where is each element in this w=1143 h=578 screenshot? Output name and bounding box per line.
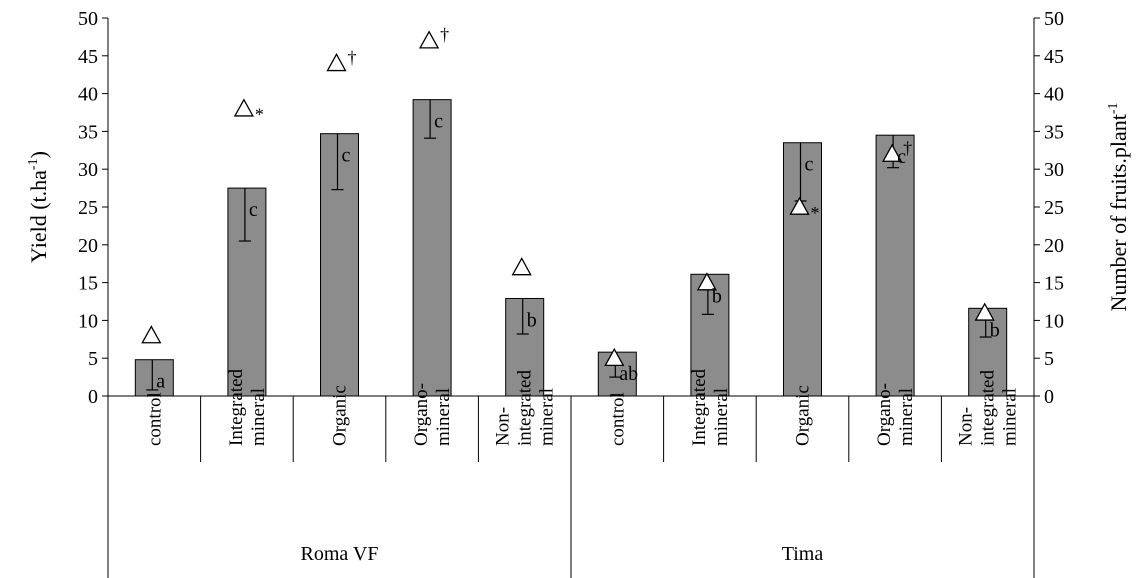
- y-tick-label-left: 45: [78, 46, 98, 68]
- category-label: Non-integratedmineral: [493, 370, 558, 446]
- group-label: Roma VF: [301, 543, 379, 565]
- y-tick-label-left: 35: [78, 121, 98, 143]
- bar: [968, 307, 1008, 397]
- category-label: Organic: [793, 385, 814, 446]
- bar: [690, 273, 730, 397]
- significance-letter: c: [249, 199, 258, 221]
- significance-letter: b: [990, 319, 1000, 341]
- y-tick-label-left: 20: [78, 235, 98, 257]
- y-tick-label-right: 20: [1044, 235, 1064, 257]
- significance-symbol: *: [255, 105, 264, 125]
- y-tick-label-left: 50: [78, 8, 98, 30]
- significance-letter: c: [897, 146, 906, 168]
- significance-letter: c: [342, 145, 351, 167]
- significance-letter: b: [527, 309, 537, 331]
- triangle-icon: [418, 30, 440, 49]
- group-label: Tima: [782, 543, 824, 565]
- significance-symbol: †: [440, 25, 449, 45]
- labels: Roma VF Tima control Integratedmineral Organ…: [144, 25, 1020, 565]
- y-tick-label-right: 50: [1044, 8, 1064, 30]
- significance-letter: ab: [619, 363, 638, 385]
- y-tick-label-left: 40: [78, 84, 98, 106]
- y-tick-label-right: 30: [1044, 159, 1064, 181]
- category-label: Integratedmineral: [226, 368, 269, 446]
- bar: [320, 133, 359, 397]
- category-label: control: [607, 392, 628, 446]
- triangle-icon: [604, 347, 625, 367]
- triangle-icon: [881, 143, 903, 162]
- triangle-icon: [233, 98, 255, 117]
- triangle-icon: [141, 325, 162, 344]
- significance-symbol: *: [811, 203, 820, 223]
- y-tick-label-right: 15: [1044, 273, 1064, 295]
- category-label: Organic: [330, 385, 351, 446]
- significance-letter: a: [156, 371, 165, 393]
- y-tick-label-left: 25: [78, 197, 98, 219]
- y-tick-label-left: 5: [88, 348, 98, 370]
- y-tick-label-right: 40: [1044, 84, 1064, 106]
- bar: [412, 99, 452, 397]
- bar: [783, 142, 822, 397]
- triangle-icon: [696, 272, 718, 291]
- y-tick-label-right: 10: [1044, 310, 1064, 332]
- category-label: Non-integratedmineral: [956, 370, 1021, 446]
- triangle-icon: [974, 302, 995, 321]
- significance-letter: c: [434, 111, 443, 133]
- category-label: Organo-mineral: [874, 383, 917, 446]
- significance-symbol: †: [348, 47, 357, 67]
- y-tick-label-left: 15: [78, 273, 98, 295]
- y-tick-label-right: 45: [1044, 46, 1064, 68]
- bar: [134, 359, 174, 397]
- significance-letter: c: [805, 154, 814, 176]
- y-tick-label-right: 25: [1044, 197, 1064, 219]
- y-tick-label-left: 10: [78, 310, 98, 332]
- axes: 0 0 5 5 10 10 15 15 20 20 25 25 30 30 35 35 40 40 45 45 50 50…: [26, 8, 1131, 578]
- y-tick-label-right: 0: [1044, 386, 1054, 408]
- category-label: control: [144, 392, 165, 446]
- triangle-icon: [326, 53, 347, 72]
- y-tick-label-left: 0: [88, 386, 98, 408]
- y-axis-title-left: Yield (t.ha-1): [26, 151, 51, 263]
- bar: [505, 297, 545, 397]
- significance-symbol: †: [903, 138, 912, 158]
- triangle-icon: [789, 196, 810, 215]
- triangle-icon: [511, 257, 532, 276]
- y-tick-label-left: 30: [78, 159, 98, 181]
- y-tick-label-right: 5: [1044, 348, 1054, 370]
- y-tick-label-right: 35: [1044, 121, 1064, 143]
- significance-letter: b: [712, 285, 722, 307]
- bar: [875, 134, 915, 397]
- bars: [134, 30, 1008, 397]
- bar: [227, 187, 267, 397]
- y-axis-title-right: Number of fruits.plant-1: [1106, 102, 1131, 311]
- category-label: Organo-mineral: [411, 383, 454, 446]
- category-label: Integratedmineral: [689, 368, 732, 446]
